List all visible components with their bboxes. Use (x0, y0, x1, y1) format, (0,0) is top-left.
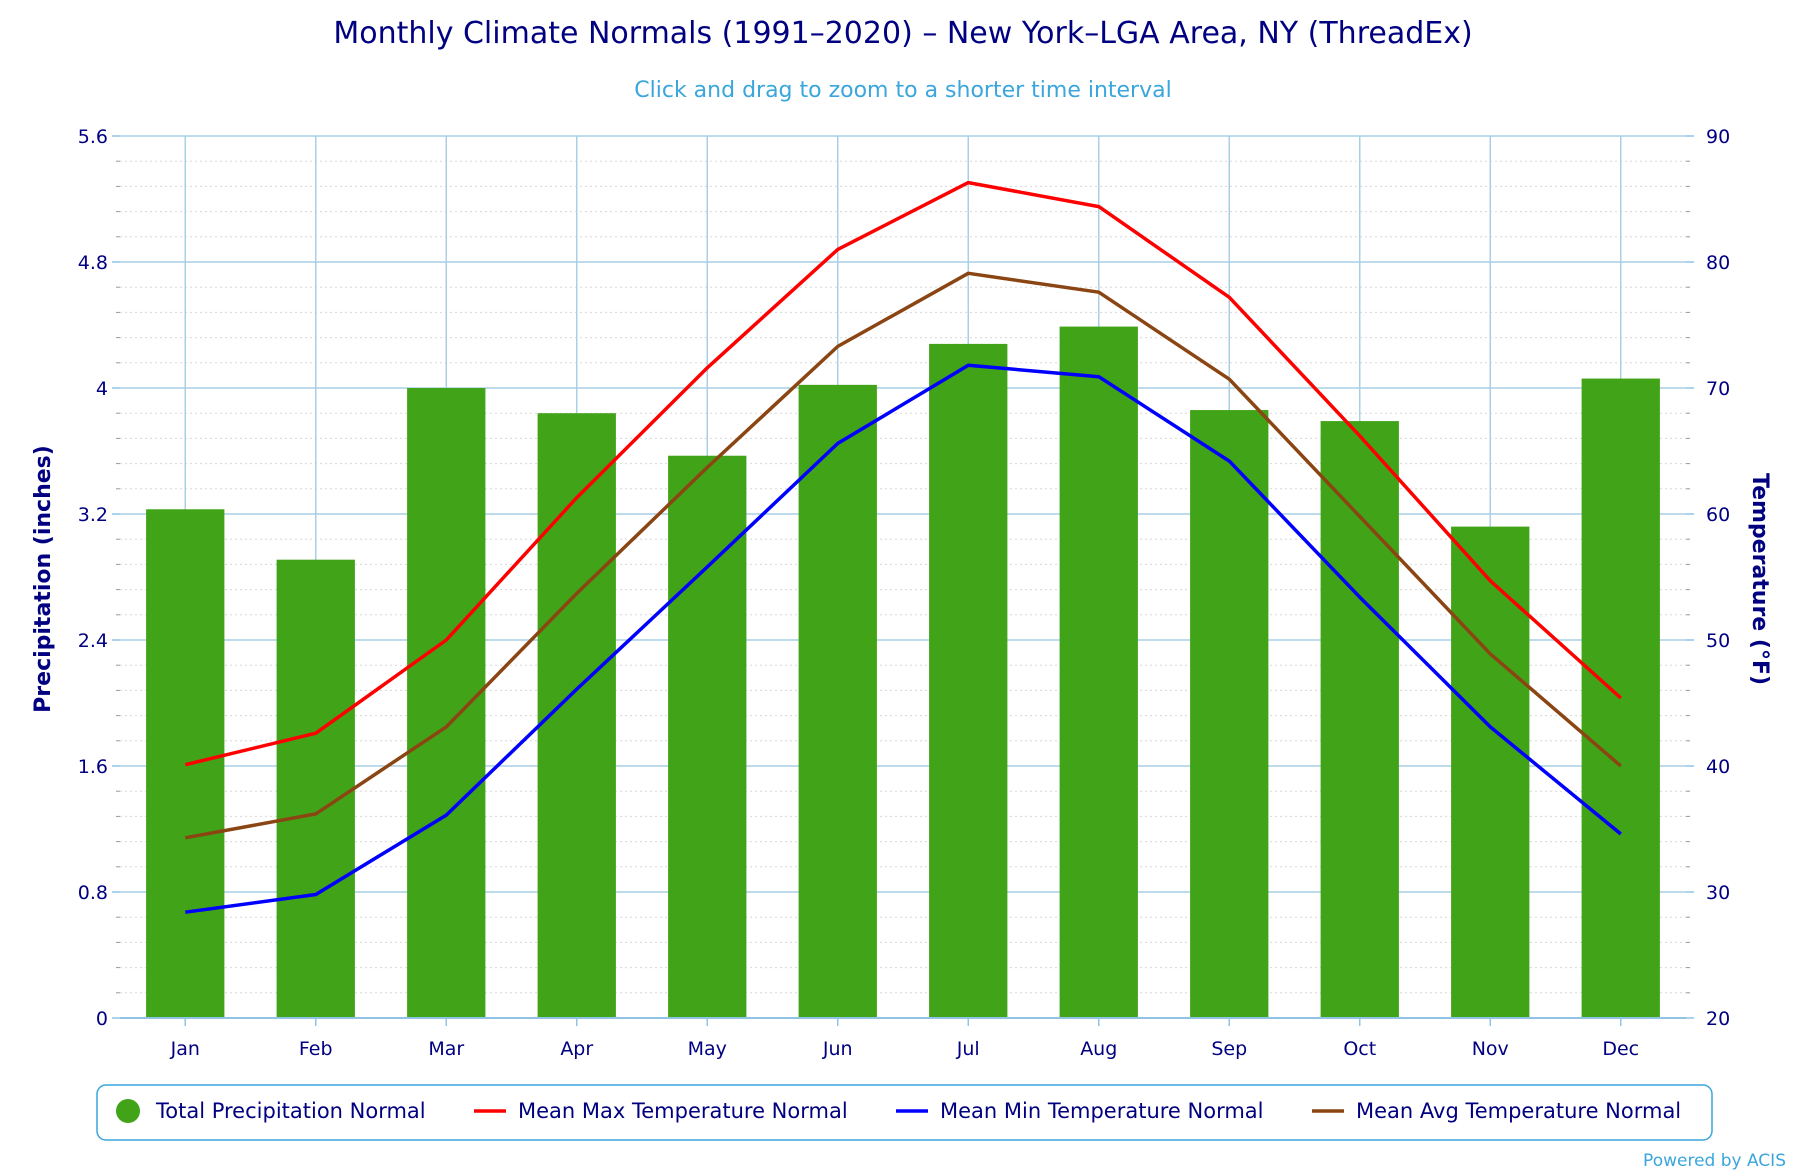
x-tick-label: Dec (1602, 1038, 1639, 1060)
right-tick-label: 20 (1706, 1008, 1730, 1030)
chart-title: Monthly Climate Normals (1991–2020) – Ne… (333, 16, 1472, 51)
legend-item-label[interactable]: Mean Avg Temperature Normal (1356, 1099, 1681, 1123)
right-tick-label: 70 (1706, 378, 1730, 400)
x-tick-label: Nov (1472, 1038, 1509, 1060)
right-tick-label: 40 (1706, 756, 1730, 778)
precipitation-bar[interactable] (276, 559, 355, 1018)
x-tick-label: Sep (1211, 1038, 1247, 1060)
credit-link[interactable]: Powered by ACIS (1643, 1151, 1786, 1171)
legend-item-label[interactable]: Mean Min Temperature Normal (940, 1099, 1264, 1123)
chart-subtitle: Click and drag to zoom to a shorter time… (634, 78, 1171, 103)
temperature-line[interactable] (184, 180, 1622, 767)
grid-lines (120, 135, 1686, 1019)
precipitation-bar[interactable] (407, 388, 486, 1018)
x-tick-label: Mar (428, 1038, 464, 1060)
left-axis-title: Precipitation (inches) (31, 445, 56, 713)
precipitation-bar[interactable] (1190, 410, 1269, 1018)
precipitation-bar[interactable] (798, 384, 877, 1019)
precipitation-bar[interactable] (1059, 326, 1138, 1018)
precipitation-bar[interactable] (1451, 526, 1530, 1018)
left-tick-label: 4.8 (78, 252, 108, 274)
right-tick-label: 60 (1706, 504, 1730, 526)
right-tick-label: 30 (1706, 882, 1730, 904)
right-axis-title: Temperature (°F) (1747, 473, 1772, 685)
left-tick-label: 5.6 (78, 126, 108, 148)
left-tick-label: 4 (96, 378, 108, 400)
temperature-lines (184, 180, 1622, 914)
left-tick-label: 2.4 (78, 630, 108, 652)
x-tick-label: Feb (299, 1038, 333, 1060)
legend-item-label[interactable]: Total Precipitation Normal (155, 1099, 426, 1123)
precipitation-bar[interactable] (1320, 421, 1399, 1018)
right-tick-label: 90 (1706, 126, 1730, 148)
precipitation-bars (146, 326, 1660, 1019)
right-tick-label: 50 (1706, 630, 1730, 652)
precipitation-bar[interactable] (929, 343, 1008, 1018)
x-tick-label: Jan (170, 1038, 200, 1060)
left-tick-label: 0.8 (78, 882, 108, 904)
temperature-line[interactable] (185, 363, 1622, 914)
x-tick-label: Oct (1343, 1038, 1376, 1060)
x-tick-label: Apr (560, 1038, 593, 1060)
axes: 0 0.8 1.6 2.4 3.2 4 4.8 5.6 20 30 40 50 60 70 80 90 Jan F… (78, 126, 1730, 1060)
chart-legend: Total Precipitation Normal Mean Max Tempe… (96, 1084, 1713, 1141)
left-tick-label: 0 (96, 1008, 108, 1030)
left-tick-label: 1.6 (78, 756, 108, 778)
x-tick-label: Aug (1080, 1038, 1117, 1060)
x-tick-label: Jul (956, 1038, 980, 1060)
legend-item-label[interactable]: Mean Max Temperature Normal (518, 1099, 848, 1123)
left-tick-label: 3.2 (78, 504, 108, 526)
right-tick-label: 80 (1706, 252, 1730, 274)
precipitation-bar[interactable] (1581, 378, 1660, 1018)
precipitation-bar[interactable] (668, 455, 747, 1019)
x-tick-label: Jun (822, 1038, 853, 1060)
temperature-line[interactable] (184, 271, 1622, 840)
legend-marker-bar (116, 1099, 140, 1123)
x-tick-label: May (688, 1038, 727, 1060)
